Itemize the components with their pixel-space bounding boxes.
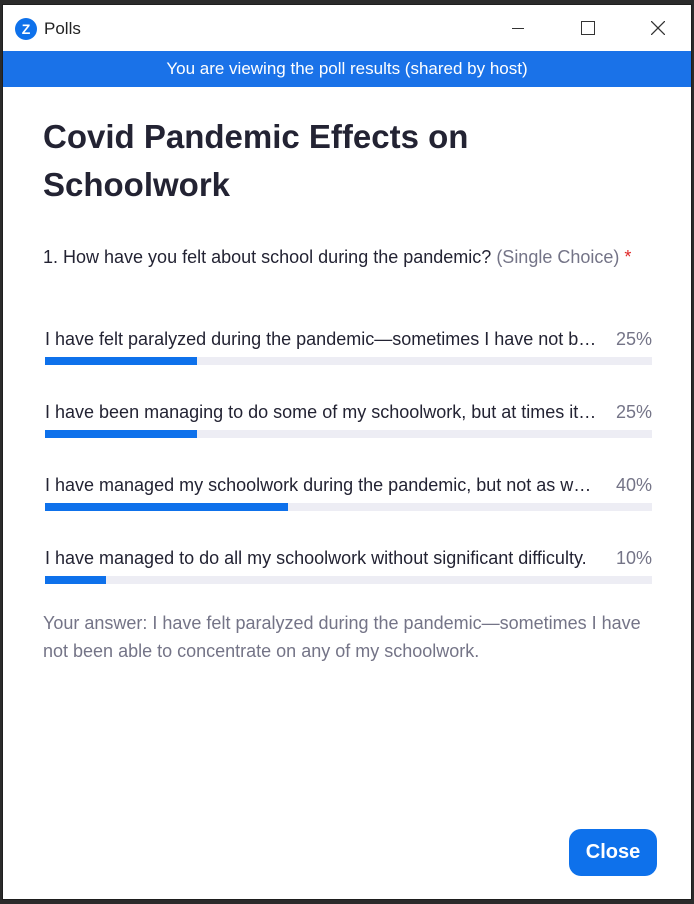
result-bar-track (45, 357, 652, 365)
close-button[interactable]: Close (569, 829, 657, 876)
maximize-button[interactable] (553, 5, 623, 51)
result-bar-fill (45, 430, 197, 438)
your-answer: Your answer: I have felt paralyzed durin… (43, 613, 641, 661)
required-marker: * (624, 247, 632, 267)
window-title: Polls (44, 19, 81, 38)
option-text: I have managed to do all my schoolwork w… (45, 548, 587, 568)
poll-option: I have been managing to do some of my sc… (45, 400, 652, 440)
minimize-button[interactable] (483, 5, 553, 51)
result-bar-fill (45, 357, 197, 365)
result-bar-track (45, 503, 652, 511)
close-window-button[interactable] (623, 5, 693, 51)
poll-option: I have felt paralyzed during the pandemi… (45, 327, 652, 367)
option-percent: 40% (615, 475, 652, 495)
option-percent: 25% (615, 402, 652, 422)
shared-results-banner: You are viewing the poll results (shared… (3, 51, 691, 87)
option-percent: 25% (615, 329, 652, 349)
question-type: (Single Choice) (496, 247, 620, 267)
option-text: I have been managing to do some of my sc… (45, 402, 597, 422)
poll-title: Covid Pandemic Effects on Schoolwork (43, 118, 469, 203)
result-bar-track (45, 576, 652, 584)
option-percent: 10% (615, 548, 652, 568)
poll-option: I have managed to do all my schoolwork w… (45, 546, 652, 586)
option-text: I have managed my schoolwork during the … (45, 475, 597, 495)
title-bar: Z Polls (3, 5, 691, 51)
result-bar-fill (45, 576, 106, 584)
option-text: I have felt paralyzed during the pandemi… (45, 329, 597, 349)
question: 1. How have you felt about school during… (43, 243, 643, 271)
result-bar-track (45, 430, 652, 438)
polls-window: Z Polls You are viewing the poll results… (2, 4, 692, 900)
result-bar-fill (45, 503, 288, 511)
poll-option: I have managed my schoolwork during the … (45, 473, 652, 513)
zoom-logo-icon: Z (15, 18, 37, 40)
close-icon (651, 21, 665, 35)
question-text: 1. How have you felt about school during… (43, 247, 492, 267)
